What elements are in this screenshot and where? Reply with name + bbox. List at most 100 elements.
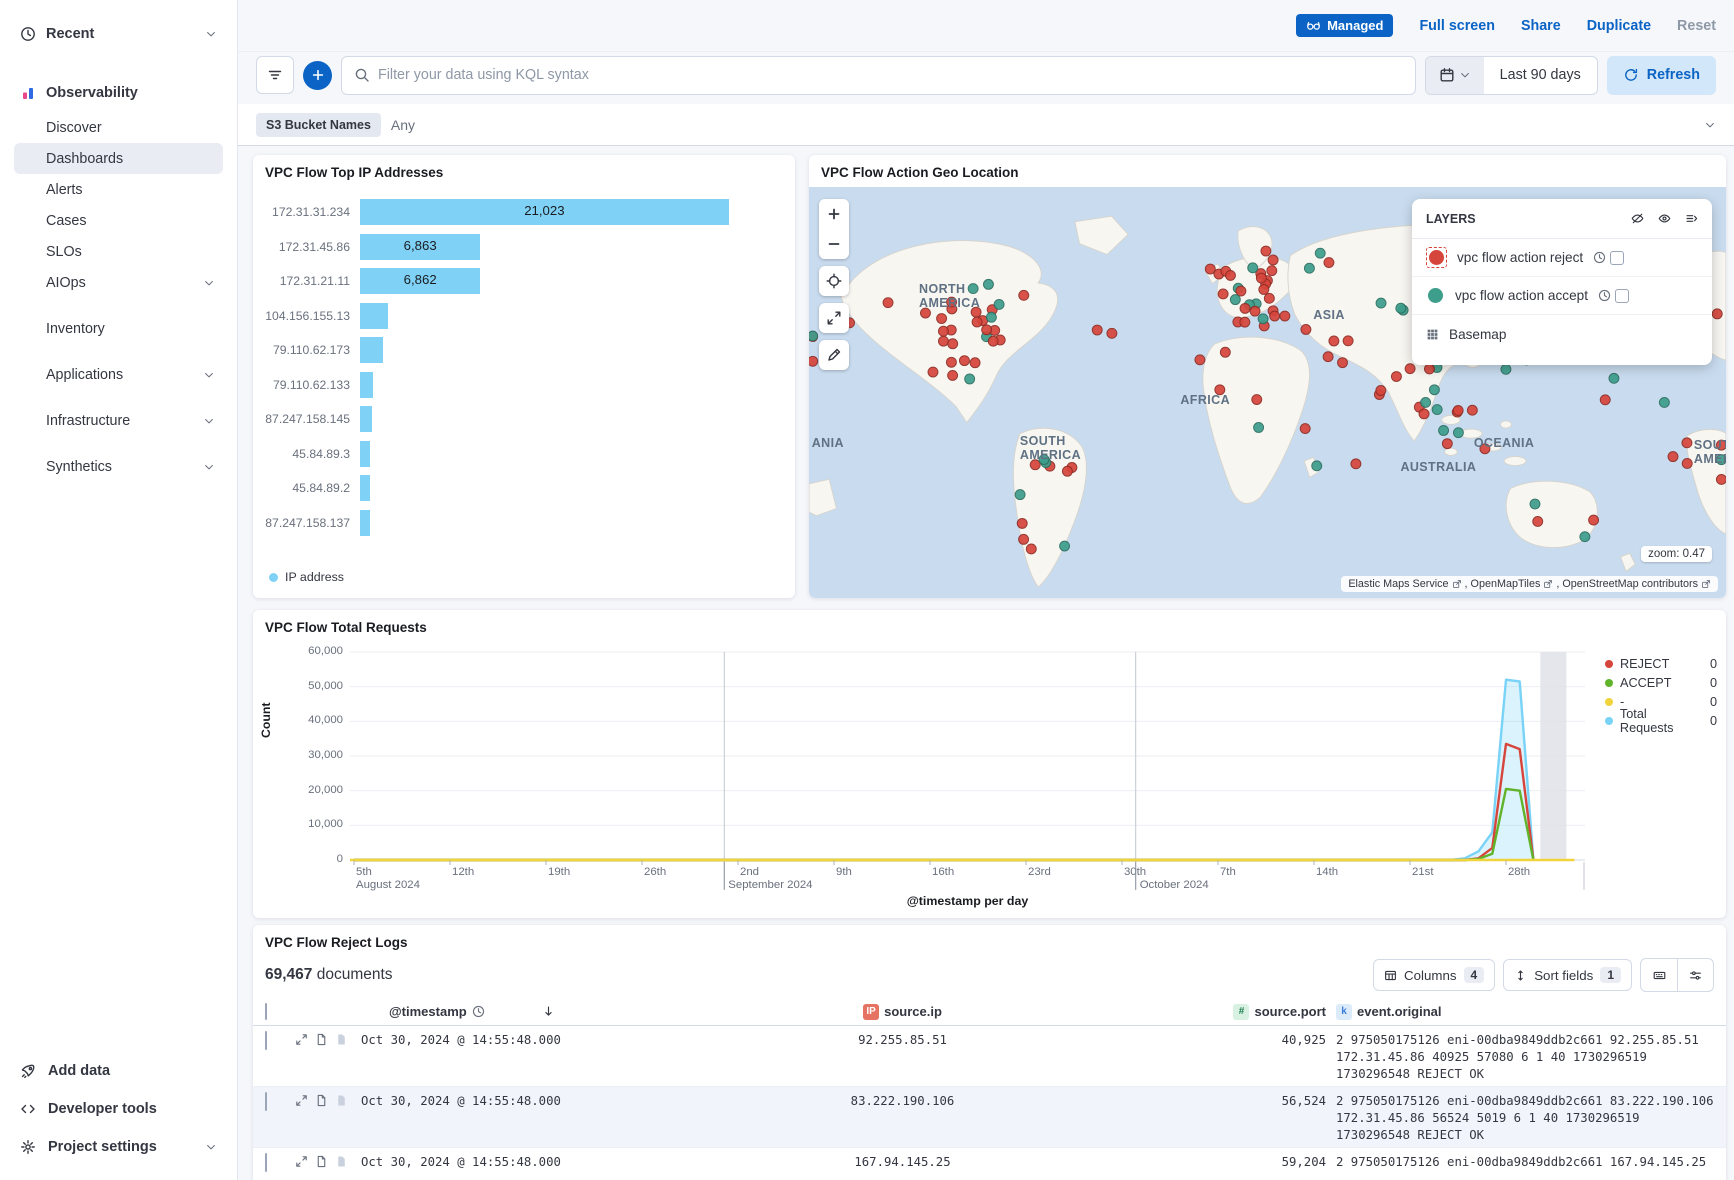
svg-text:21st: 21st bbox=[1412, 866, 1434, 878]
sidebar-item-add-data[interactable]: Add data bbox=[14, 1052, 223, 1090]
full-screen-button[interactable]: Full screen bbox=[1419, 17, 1495, 34]
sidebar-item-slos[interactable]: SLOs bbox=[14, 236, 223, 267]
show-all-layers-icon[interactable] bbox=[1658, 212, 1671, 225]
duplicate-button[interactable]: Duplicate bbox=[1586, 17, 1652, 34]
bar[interactable]: 6,863 bbox=[360, 233, 481, 260]
legend-series-name: - bbox=[1620, 694, 1625, 709]
layer-row-vpc-flow-action-reject[interactable]: vpc flow action reject bbox=[1412, 239, 1712, 277]
sidebar-item-cases[interactable]: Cases bbox=[14, 205, 223, 236]
sidebar-item-label: SLOs bbox=[46, 243, 82, 260]
legend-item-[interactable]: -0 bbox=[1605, 692, 1717, 711]
sidebar-item-label: Discover bbox=[46, 119, 102, 136]
legend-item-accept[interactable]: ACCEPT 0 bbox=[1605, 673, 1717, 692]
document-icon[interactable] bbox=[335, 1033, 348, 1046]
share-button[interactable]: Share bbox=[1520, 17, 1561, 34]
grid-settings-button[interactable] bbox=[1677, 959, 1713, 991]
panel-title: VPC Flow Top IP Addresses bbox=[265, 165, 444, 180]
document-icon[interactable] bbox=[335, 1094, 348, 1107]
s3-bucket-filter-value[interactable]: Any bbox=[390, 116, 416, 133]
column-header-source-ip[interactable]: IP source.ip bbox=[579, 1003, 1226, 1020]
keyboard-shortcuts-button[interactable] bbox=[1641, 959, 1677, 991]
view-document-icon[interactable] bbox=[315, 1094, 328, 1107]
refresh-button[interactable]: Refresh bbox=[1606, 55, 1716, 95]
add-filter-button[interactable] bbox=[303, 60, 332, 90]
bar[interactable]: 21,023 bbox=[360, 199, 729, 226]
bar[interactable] bbox=[360, 371, 374, 398]
sort-count-badge: 1 bbox=[1600, 967, 1621, 983]
column-header-event-original[interactable]: k event.original bbox=[1326, 1003, 1726, 1020]
row-checkbox[interactable] bbox=[265, 1153, 267, 1172]
bar[interactable] bbox=[360, 440, 371, 467]
s3-bucket-filter-chip[interactable]: S3 Bucket Names bbox=[256, 112, 381, 137]
chevron-down-icon[interactable] bbox=[1704, 119, 1716, 131]
map-zoom-in-button[interactable] bbox=[819, 199, 849, 229]
managed-badge[interactable]: Managed bbox=[1296, 14, 1394, 37]
bar-track bbox=[360, 475, 781, 502]
svg-text:August 2024: August 2024 bbox=[356, 879, 420, 891]
filter-menu-button[interactable] bbox=[256, 56, 294, 94]
sidebar-item-applications[interactable]: Applications bbox=[14, 359, 223, 390]
collapse-layers-icon[interactable] bbox=[1685, 212, 1698, 225]
bar[interactable] bbox=[360, 406, 373, 433]
sidebar-item-aiops[interactable]: AIOps bbox=[14, 267, 223, 298]
sidebar-item-alerts[interactable]: Alerts bbox=[14, 174, 223, 205]
layer-row-vpc-flow-action-accept[interactable]: vpc flow action accept bbox=[1412, 277, 1712, 315]
timeseries-plot[interactable]: 5th August 2024 12th 19th 26th 2nd September 2… bbox=[350, 649, 1585, 901]
map-expand-button[interactable] bbox=[819, 303, 849, 333]
select-all-checkbox[interactable] bbox=[265, 1003, 267, 1020]
legend-item-reject[interactable]: REJECT 0 bbox=[1605, 654, 1717, 673]
legend-series-value: 0 bbox=[1709, 713, 1717, 728]
sidebar-item-inventory[interactable]: Inventory bbox=[14, 313, 223, 344]
expand-row-icon[interactable] bbox=[295, 1155, 308, 1168]
sidebar-section-observability[interactable]: Observability bbox=[14, 76, 223, 110]
bar[interactable] bbox=[360, 302, 389, 329]
expand-row-icon[interactable] bbox=[295, 1033, 308, 1046]
map-locate-button[interactable] bbox=[819, 266, 849, 296]
map-attribution: Elastic Maps Service , OpenMapTiles , Op… bbox=[1341, 576, 1718, 592]
sidebar-item-recent[interactable]: Recent bbox=[14, 18, 223, 50]
bar-track bbox=[360, 371, 781, 398]
bar-category-label: 104.156.155.13 bbox=[265, 308, 350, 323]
legend-item-total-requests[interactable]: Total Requests 0 bbox=[1605, 707, 1717, 735]
sidebar-item-dashboards[interactable]: Dashboards bbox=[14, 143, 223, 174]
row-checkbox[interactable] bbox=[265, 1031, 267, 1050]
column-header-source-port[interactable]: # source.port bbox=[1226, 1003, 1326, 1020]
view-document-icon[interactable] bbox=[315, 1155, 328, 1168]
columns-button[interactable]: Columns 4 bbox=[1373, 959, 1496, 991]
sidebar-item-discover[interactable]: Discover bbox=[14, 112, 223, 143]
bar[interactable] bbox=[360, 475, 370, 502]
document-icon[interactable] bbox=[335, 1155, 348, 1168]
layer-checkbox[interactable] bbox=[1614, 288, 1629, 303]
bar[interactable] bbox=[360, 337, 383, 364]
layer-checkbox[interactable] bbox=[1610, 250, 1625, 265]
expand-row-icon[interactable] bbox=[295, 1094, 308, 1107]
sidebar-item-label: Synthetics bbox=[46, 458, 112, 475]
sidebar-item-developer-tools[interactable]: Developer tools bbox=[14, 1090, 223, 1128]
attribution-link[interactable]: OpenStreetMap contributors bbox=[1562, 578, 1698, 590]
map-zoom-out-button[interactable] bbox=[819, 229, 849, 259]
row-checkbox[interactable] bbox=[265, 1092, 267, 1111]
layer-row-basemap[interactable]: Basemap bbox=[1412, 315, 1712, 353]
hide-all-layers-icon[interactable] bbox=[1631, 212, 1644, 225]
column-header-timestamp[interactable]: @timestamp bbox=[361, 1004, 579, 1019]
sidebar-item-infrastructure[interactable]: Infrastructure bbox=[14, 405, 223, 436]
sidebar-item-synthetics[interactable]: Synthetics bbox=[14, 451, 223, 482]
bar[interactable] bbox=[360, 509, 370, 536]
grid-header-row: @timestamp IP source.ip # source.port k … bbox=[253, 998, 1726, 1026]
reset-button[interactable]: Reset bbox=[1677, 17, 1716, 34]
view-document-icon[interactable] bbox=[315, 1033, 328, 1046]
sort-fields-button[interactable]: Sort fields 1 bbox=[1503, 959, 1632, 991]
layers-panel: LAYERS vpc flow action reject vpc flow ac… bbox=[1412, 199, 1712, 365]
kql-search-input[interactable] bbox=[378, 67, 1403, 83]
search-icon bbox=[354, 67, 370, 83]
map-tools-button[interactable] bbox=[819, 340, 849, 370]
bar[interactable]: 6,862 bbox=[360, 268, 481, 295]
world-map[interactable]: NORTH AMERICA ASIA AFRICA SOUTH AMERICA OCEANI… bbox=[809, 187, 1726, 598]
bar-chart-legend[interactable]: IP address bbox=[269, 570, 344, 584]
attribution-link[interactable]: OpenMapTiles bbox=[1470, 578, 1541, 590]
sort-direction-icon[interactable] bbox=[542, 1005, 555, 1018]
attribution-link[interactable]: Elastic Maps Service bbox=[1348, 578, 1449, 590]
sidebar-item-project-settings[interactable]: Project settings bbox=[14, 1128, 223, 1166]
date-picker-calendar-button[interactable] bbox=[1425, 56, 1484, 94]
time-range-value[interactable]: Last 90 days bbox=[1499, 67, 1581, 83]
